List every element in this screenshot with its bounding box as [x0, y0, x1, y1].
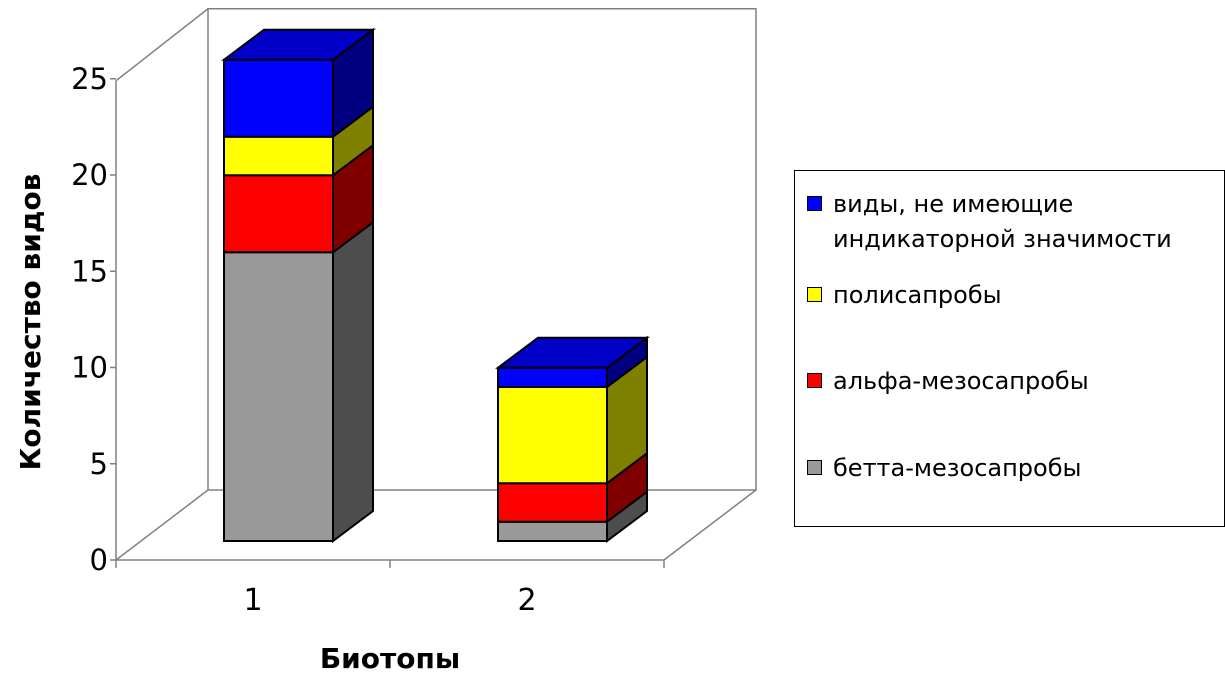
bar-segment-front [497, 386, 608, 485]
legend-item-alpha-mesosaprobes: альфа-мезосапробы [807, 364, 1089, 399]
legend-item-polysaprobes: полисапробы [807, 278, 1002, 313]
bar-segment-side [332, 220, 374, 543]
bar-top-face [495, 336, 650, 369]
bar-segment [497, 451, 648, 524]
y-axis-title: Количество видов [14, 174, 47, 471]
bar-segment [497, 355, 648, 486]
legend-swatch-blue [807, 196, 822, 211]
bar-segment [223, 220, 374, 543]
legend-swatch-gray [807, 460, 822, 475]
bar-segment-front [223, 251, 334, 542]
y-tick-label: 0 [90, 543, 108, 577]
bar-segment-front [497, 482, 608, 523]
bar-segment-front [223, 58, 334, 138]
floor-right-edge [663, 489, 757, 561]
bar-segment [223, 104, 374, 178]
left-wall-top-edge [115, 8, 209, 82]
bar-stack-1 [221, 27, 376, 543]
chart-walls [115, 8, 757, 561]
y-tick-label: 20 [71, 158, 108, 192]
bar-segment [497, 489, 648, 543]
bar-segment-front [223, 135, 334, 177]
bar-segment-front [497, 366, 608, 388]
legend-label: бетта-мезосапробы [833, 454, 1082, 482]
bar-stacks [221, 27, 650, 543]
legend-item-beta-mesosaprobes: бетта-мезосапробы [807, 451, 1081, 486]
y-tick-label: 5 [90, 447, 108, 481]
legend-swatch-red [807, 373, 822, 388]
legend: виды, не имеющие индикаторной значимости… [794, 170, 1225, 527]
x-axis-title: Биотопы [320, 642, 460, 674]
bar-segment-front [497, 520, 608, 542]
x-tick-label: 1 [243, 583, 262, 618]
legend-swatch-yellow [807, 287, 822, 302]
legend-label: альфа-мезосапробы [833, 367, 1089, 395]
y-tick-label: 25 [71, 62, 108, 96]
y-axis: 0 5 10 15 20 25 [71, 62, 117, 577]
x-tick-label: 2 [517, 583, 536, 618]
legend-item-no-indicator: виды, не имеющие индикаторной значимости [807, 187, 1172, 257]
legend-label: полисапробы [833, 281, 1002, 309]
y-tick-label: 15 [71, 254, 108, 288]
bar-segment [223, 27, 374, 139]
y-tick-label: 10 [71, 351, 108, 385]
legend-label: виды, не имеющие индикаторной значимости [833, 190, 1172, 253]
bar-top-face [221, 28, 376, 61]
bar-segment [497, 335, 648, 389]
bar-segment-front [223, 174, 334, 254]
floor-left-edge [115, 489, 209, 561]
back-wall [207, 8, 757, 491]
bar-stack-2 [495, 335, 650, 543]
